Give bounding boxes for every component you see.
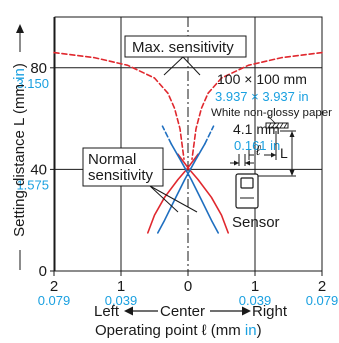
normal-leader-1 xyxy=(149,185,179,213)
y-tick-label-mm: 40 xyxy=(30,161,47,178)
normal-sensitivity-curve-6 xyxy=(170,143,219,234)
x-tick-label-mm: 0 xyxy=(184,278,192,295)
normal-sensitivity-curve-3 xyxy=(188,168,229,234)
max-sensitivity-curve-0 xyxy=(53,51,185,160)
x-tick-label-mm: 1 xyxy=(117,278,125,295)
L-dim-arrowhead-top xyxy=(289,131,295,137)
y-axis-label-unit-in: in xyxy=(11,68,28,80)
L-dim-arrowhead-bottom xyxy=(289,170,295,176)
x-axis-label-prefix: Operating point ℓ (mm xyxy=(95,322,245,339)
y-axis-label: Setting distance L (mm in) xyxy=(11,63,28,237)
arrow-right-head xyxy=(242,306,251,316)
normal-sensitivity-label-line1: Normal xyxy=(88,151,136,168)
sensor-label: Sensor xyxy=(232,214,280,231)
object-size-in: 3.937 × 3.937 in xyxy=(215,89,309,104)
x-tick-label-in: 0.079 xyxy=(306,293,339,308)
normal-sensitivity-label-line2: sensitivity xyxy=(88,167,154,184)
arrow-left-head xyxy=(124,306,133,316)
sensor-icon xyxy=(235,173,259,209)
normal-sensitivity-box xyxy=(82,147,164,187)
ell-arrowhead-right xyxy=(271,152,276,158)
max-leader-2 xyxy=(182,56,201,76)
y-tick-label-in: 3.150 xyxy=(16,76,49,91)
direction-center: Center xyxy=(160,303,205,320)
normal-sensitivity-curve-9 xyxy=(204,125,215,145)
target-paper xyxy=(265,122,289,129)
max-sensitivity-label: Max. sensitivity xyxy=(132,39,234,56)
target-paper-hatch xyxy=(267,122,288,129)
normal-sensitivity-curve-7 xyxy=(157,143,206,234)
direction-right: Right xyxy=(252,303,288,320)
y-tick-label-in: 1.575 xyxy=(16,177,49,192)
gap-arrowhead-left xyxy=(234,160,239,166)
gap-arrowhead-right xyxy=(245,160,250,166)
gap-in: 0.161 in xyxy=(234,138,280,153)
max-sensitivity-box xyxy=(124,35,247,58)
ell-symbol: ℓ xyxy=(255,142,261,158)
normal-sensitivity-curve-4 xyxy=(185,153,199,171)
axes xyxy=(50,67,323,276)
gap-mm: 4.1 mm xyxy=(233,121,280,137)
max-sensitivity-curve-1 xyxy=(191,51,323,160)
series-layer xyxy=(53,51,323,234)
normal-sensitivity-curve-8 xyxy=(161,125,173,145)
x-tick-label-mm: 1 xyxy=(251,278,259,295)
x-axis-label-unit-in: in xyxy=(245,322,257,339)
y-axis-label-arrowhead xyxy=(16,24,24,33)
x-tick-label-in: 0.079 xyxy=(38,293,71,308)
normal-leader-2 xyxy=(149,185,198,213)
x-tick-label-mm: 2 xyxy=(50,278,58,295)
normal-sensitivity-curve-5 xyxy=(177,153,191,171)
max-leader-1 xyxy=(163,56,184,76)
L-symbol: L xyxy=(280,145,288,161)
object-description: White non-glossy paper xyxy=(211,107,332,119)
direction-left: Left xyxy=(94,303,120,320)
x-tick-label-in: 0.039 xyxy=(239,293,272,308)
x-tick-label-mm: 2 xyxy=(318,278,326,295)
y-axis-label-suffix: ) xyxy=(11,63,28,68)
x-tick-label-in: 0.039 xyxy=(105,293,138,308)
object-leader xyxy=(267,115,277,125)
x-axis-label: Operating point ℓ (mm in) xyxy=(95,322,262,339)
y-tick-label-mm: 0 xyxy=(39,263,47,280)
x-axis-label-suffix: ) xyxy=(257,322,262,339)
y-tick-label-mm: 80 xyxy=(30,60,47,77)
normal-sensitivity-curve-2 xyxy=(147,168,188,234)
object-size-mm: 100 × 100 mm xyxy=(217,71,307,87)
y-axis-label-prefix: Setting distance L (mm xyxy=(11,80,28,237)
